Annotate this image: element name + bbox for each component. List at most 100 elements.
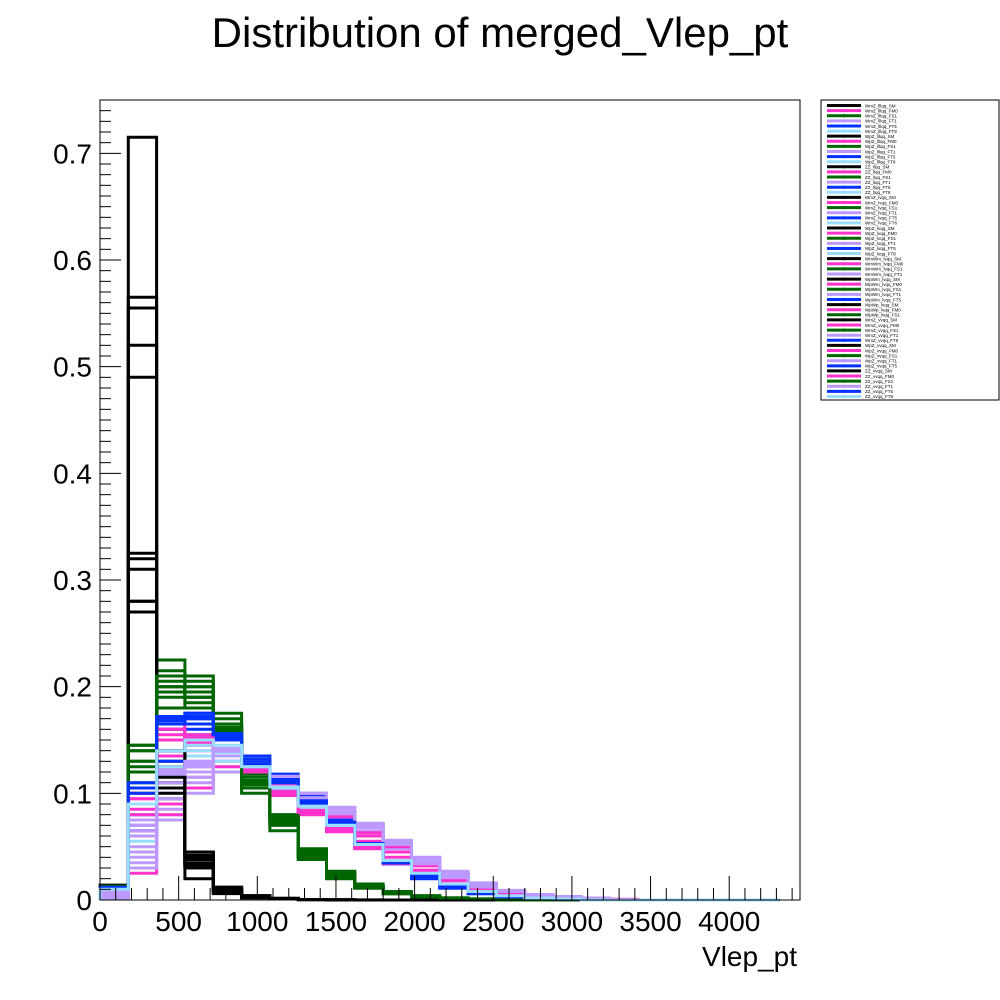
legend-marker — [842, 262, 846, 266]
legend-marker — [842, 195, 846, 200]
legend-marker — [842, 149, 846, 154]
legend-marker — [842, 216, 846, 220]
legend-marker — [842, 277, 846, 281]
legend-marker — [842, 328, 846, 332]
x-tick-label: 3000 — [541, 906, 603, 937]
legend-marker — [842, 308, 846, 312]
legend-entry-label: WpWm_lvqq_FS1 — [865, 287, 902, 292]
legend-entry-label: ZZ_llqq_FT8 — [865, 190, 891, 195]
legend-marker — [842, 272, 846, 276]
legend-marker — [842, 374, 846, 378]
legend-marker — [842, 211, 846, 215]
legend-marker — [842, 354, 846, 358]
y-tick-label: 0.6 — [53, 245, 92, 276]
legend: WmZ_lllqq_SMWmZ_lllqq_FM0WmZ_lllqq_FS1Wm… — [820, 99, 1000, 401]
legend-marker — [842, 394, 846, 399]
legend-marker — [842, 318, 846, 322]
x-tick-label: 4000 — [698, 906, 760, 937]
legend-entry-label: WmWm_lvqq_FT1 — [865, 272, 903, 277]
legend-marker — [842, 139, 846, 143]
legend-marker — [842, 302, 846, 307]
legend-entry-label: WpWp_lvqq_SM — [865, 302, 899, 307]
legend-marker — [842, 180, 846, 184]
legend-entry-label: WpWm_lvqq_FT1 — [865, 292, 902, 297]
legend-marker — [842, 364, 846, 368]
legend-entry-label: ZZ_llqq_FM0 — [865, 170, 892, 175]
legend-entry-label: WpWp_lvqq_FM0 — [865, 307, 901, 312]
legend-entry-label: ZZ_vvqq_FT1 — [865, 384, 894, 389]
legend-entry-label: WmWm_lvqq_FM0 — [865, 262, 904, 267]
legend-marker — [842, 134, 846, 138]
legend-entry-label: ZZ_vvqq_FT8 — [865, 394, 894, 399]
legend-marker — [842, 226, 846, 230]
legend-entry-label: WmZ_lvqq_FT5 — [865, 216, 898, 221]
y-tick-label: 0.1 — [53, 778, 92, 809]
legend-entry-label: WpZ_lllqq_FT5 — [865, 154, 896, 159]
y-tick-label: 0.4 — [53, 458, 92, 489]
legend-entry-label: WpZ_lllqq_FT8 — [865, 159, 896, 164]
legend-marker — [842, 251, 846, 256]
legend-entry-label: WmZ_vvqq_FT5 — [865, 338, 899, 343]
legend-marker — [842, 384, 846, 388]
legend-marker — [842, 348, 846, 353]
legend-entry-label: WmZ_lvqq_FT8 — [865, 221, 898, 226]
legend-entry-label: WmZ_lvqq_FS1 — [865, 205, 898, 210]
legend-entry-label: WpZ_lvqq_FT5 — [865, 246, 896, 251]
legend-entry-label: WpZ_vvqq_FT1 — [865, 359, 898, 364]
legend-entry-label: WpWp_lvqq_FS1 — [865, 313, 901, 318]
legend-entry-label: WmZ_lllqq_FT8 — [865, 129, 897, 134]
legend-entry-label: WmZ_lllqq_FT1 — [865, 119, 897, 124]
legend-entry-label: WpZ_lllqq_SM — [865, 134, 895, 139]
axis-layer: 0 0.1 0.2 0.3 0.4 0.5 0.6 0.7 0 500 1000 1500 2000 25… — [53, 99, 793, 937]
legend-marker — [842, 333, 846, 337]
x-tick-label: 1000 — [226, 906, 288, 937]
x-tick-label: 0 — [92, 906, 108, 937]
x-axis-label: Vlep_pt — [702, 941, 797, 972]
legend-marker — [842, 389, 846, 393]
legend-marker — [842, 144, 846, 148]
x-tick-label: 1500 — [305, 906, 367, 937]
legend-marker — [842, 369, 846, 373]
legend-marker — [842, 221, 846, 225]
legend-marker — [842, 206, 846, 210]
legend-entry-label: WmZ_lvqq_SM — [865, 195, 896, 200]
legend-entry-label: WmWm_lvqq_SM — [865, 256, 901, 261]
legend-entry-label: ZZ_vvqq_FT5 — [865, 389, 894, 394]
legend-marker — [842, 160, 846, 164]
legend-entry-label: WmZ_lllqq_FS1 — [865, 114, 898, 119]
legend-entry-label: WmZ_vvqq_FM0 — [865, 323, 900, 328]
legend-entry-label: WpZ_lllqq_FT1 — [865, 149, 896, 154]
legend-marker — [842, 359, 846, 363]
legend-entry-label: WmWm_lvqq_FS1 — [865, 267, 903, 272]
legend-entry-label: WpZ_lllqq_FM0 — [865, 139, 897, 144]
x-tick-label: 500 — [155, 906, 202, 937]
legend-marker — [842, 257, 846, 261]
legend-entry-label: ZZ_llqq_SM — [865, 165, 890, 170]
legend-marker — [842, 154, 846, 159]
y-tick-label: 0.3 — [53, 565, 92, 596]
legend-entry-label: ZZ_llqq_FS1 — [865, 175, 891, 180]
x-tick-label: 2000 — [383, 906, 445, 937]
legend-marker — [842, 338, 846, 342]
legend-entry-label: WmZ_lllqq_SM — [865, 103, 896, 108]
legend-marker — [842, 109, 846, 113]
y-tick-label: 0.7 — [53, 138, 92, 169]
legend-entry-label: WpZ_lvqq_FT8 — [865, 251, 896, 256]
legend-entry-label: WmZ_lllqq_FM0 — [865, 108, 898, 113]
legend-marker — [842, 241, 846, 245]
legend-marker — [842, 343, 846, 348]
y-tick-label: 0.2 — [53, 672, 92, 703]
legend-entry-label: WpZ_lllqq_FS1 — [865, 144, 896, 149]
y-tick-label: 0 — [76, 885, 92, 916]
legend-entry-label: ZZ_llqq_FT5 — [865, 185, 891, 190]
legend-entry-label: ZZ_vvqq_SM — [865, 369, 892, 374]
legend-marker — [842, 190, 846, 194]
legend-marker — [842, 231, 846, 235]
legend-marker — [842, 103, 846, 108]
legend-entry-label: WmZ_lvqq_FT1 — [865, 211, 898, 216]
legend-marker — [842, 323, 846, 327]
plot-frame — [99, 99, 801, 901]
y-tick-label: 0.5 — [53, 352, 92, 383]
legend-entry-label: ZZ_llqq_FT1 — [865, 180, 891, 185]
